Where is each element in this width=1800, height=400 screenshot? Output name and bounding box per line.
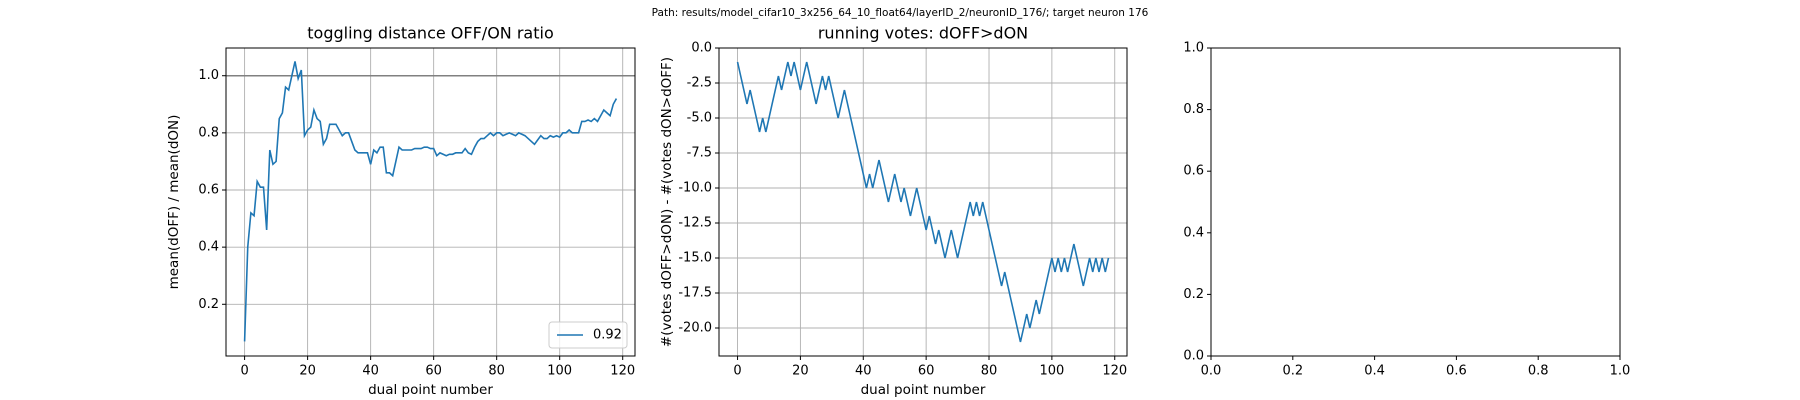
x-tick-label: 120	[1102, 364, 1127, 379]
y-tick-label: -7.5	[687, 146, 712, 161]
x-tick-label: 80	[488, 364, 505, 379]
data-line	[736, 61, 1110, 343]
x-tick-label: 60	[425, 364, 442, 379]
y-axis-label: #(votes dOFF>dON) - #(votes dON>dOFF)	[659, 57, 675, 347]
x-tick-label: 80	[981, 364, 998, 379]
x-tick-label: 0.0	[1201, 364, 1222, 379]
x-tick-label: 0	[733, 364, 741, 379]
data-line	[243, 61, 618, 342]
y-tick-label: -2.5	[687, 76, 712, 91]
x-tick-label: 120	[610, 364, 635, 379]
axes: 0 20 40 60 80 100 120 0.2 0.4 0.6 0.8 1.0 toggling d…	[166, 24, 636, 398]
x-tick-label: 0.8	[1528, 364, 1549, 379]
x-tick-label: 0.4	[1364, 364, 1385, 379]
x-axis-label: dual point number	[368, 382, 493, 398]
x-tick-label: 1.0	[1610, 364, 1631, 379]
y-tick-label: 0.0	[691, 41, 712, 56]
x-tick-label: 0.2	[1282, 364, 1303, 379]
x-tick-label: 20	[299, 364, 316, 379]
x-tick-label: 40	[362, 364, 379, 379]
x-tick-label: 100	[1039, 364, 1064, 379]
legend-label: 0.92	[593, 328, 622, 343]
x-tick-label: 100	[547, 364, 572, 379]
x-tick-label: 40	[855, 364, 872, 379]
axes-frame	[718, 47, 1128, 357]
chart-title: running votes: dOFF>dON	[818, 24, 1028, 43]
axes-frame	[1210, 47, 1621, 357]
legend: 0.92	[548, 321, 628, 349]
axes: 0.0 0.2 0.4 0.6 0.8 1.0 0.0 0.2 0.4 0.6 0.8 1.0	[1183, 41, 1630, 379]
suptitle: Path: results/model_cifar10_3x256_64_10_…	[652, 7, 1149, 19]
y-tick-label: 0.2	[198, 297, 219, 312]
axes-frame	[225, 47, 636, 357]
y-tick-label: 0.8	[1183, 102, 1204, 117]
x-tick-label: 0.6	[1446, 364, 1467, 379]
y-tick-label: 0.6	[1183, 164, 1204, 179]
y-tick-label: -10.0	[678, 181, 712, 196]
x-tick-label: 20	[792, 364, 809, 379]
y-tick-label: 1.0	[1183, 41, 1204, 56]
y-tick-label: 0.0	[1183, 349, 1204, 364]
y-tick-label: -5.0	[687, 111, 712, 126]
y-tick-label: 1.0	[198, 68, 219, 83]
legend-box	[548, 321, 628, 349]
y-tick-label: -15.0	[678, 251, 712, 266]
x-tick-label: 0	[240, 364, 248, 379]
y-tick-label: 0.4	[198, 240, 219, 255]
y-tick-label: 0.8	[198, 125, 219, 140]
y-tick-label: 0.4	[1183, 225, 1204, 240]
y-tick-label: 0.2	[1183, 287, 1204, 302]
axes: 0 20 40 60 80 100 120 0.0 -2.5 -5.0 -7.5 -10.0 -12.5…	[659, 24, 1128, 398]
x-tick-label: 60	[918, 364, 935, 379]
chart-title: toggling distance OFF/ON ratio	[307, 24, 553, 43]
y-axis-label: mean(dOFF) / mean(dON)	[166, 115, 182, 290]
y-tick-label: 0.6	[198, 183, 219, 198]
y-tick-label: -20.0	[678, 321, 712, 336]
y-tick-label: -17.5	[678, 286, 712, 301]
x-axis-label: dual point number	[861, 382, 986, 398]
y-tick-label: -12.5	[678, 216, 712, 231]
